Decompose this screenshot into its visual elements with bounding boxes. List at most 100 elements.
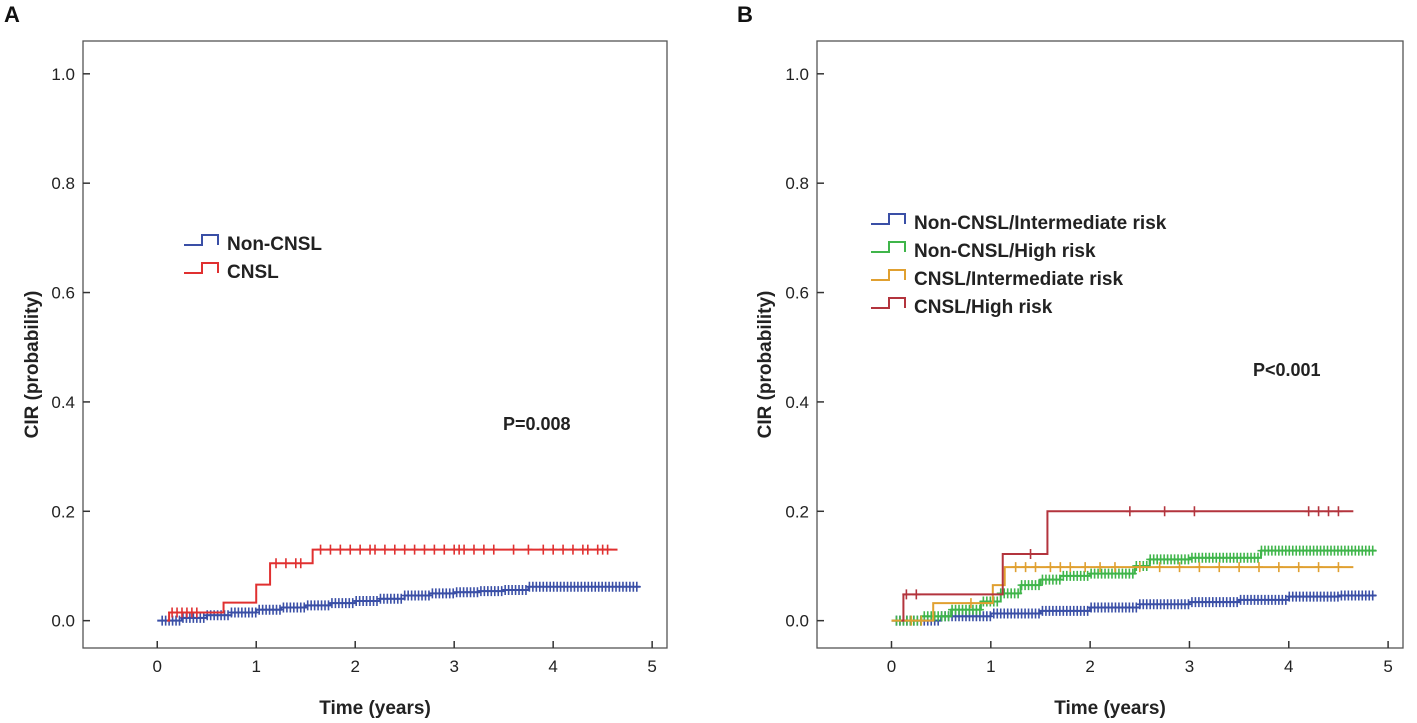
censor-mark	[1083, 570, 1092, 581]
x-tick-label: 1	[986, 657, 995, 676]
censor-mark	[1021, 562, 1030, 573]
x-tick-label: 4	[548, 657, 557, 676]
censor-mark	[1014, 588, 1023, 599]
censor-mark	[346, 544, 355, 555]
censor-mark	[632, 581, 641, 592]
censor-mark	[1215, 562, 1224, 573]
censor-mark	[371, 544, 379, 555]
censor-mark	[380, 544, 389, 555]
censor-mark	[1026, 548, 1035, 559]
series-cnsl-high-risk	[901, 506, 1354, 622]
censor-mark	[430, 544, 439, 555]
censor-mark	[1324, 506, 1333, 517]
panel-b: 0.0 0.2 0.4 0.6 0.8 1.0 0 1 2 3 4 5 Time (years) CIR …	[755, 40, 1404, 719]
legend-swatch	[871, 241, 906, 253]
censor-mark	[993, 596, 1002, 607]
series-cnsl-intermediate-risk	[891, 562, 1354, 626]
legend-label: Non-CNSL/High risk	[914, 241, 1096, 262]
censor-mark	[1314, 506, 1323, 517]
censor-mark	[1235, 562, 1244, 573]
y-tick-label: 0.4	[785, 393, 809, 412]
legend-label: Non-CNSL/Intermediate risk	[914, 213, 1167, 234]
legend-swatch	[184, 262, 219, 274]
censor-mark	[440, 544, 449, 555]
censor-mark	[1254, 562, 1263, 573]
censor-mark	[583, 544, 592, 555]
censor-mark	[1294, 562, 1303, 573]
censor-mark	[1175, 562, 1184, 573]
censor-mark	[1333, 591, 1342, 602]
legend-label: Non-CNSL	[227, 234, 322, 255]
censor-mark	[1096, 562, 1105, 573]
p-value: P=0.008	[503, 414, 571, 434]
censor-mark	[420, 544, 429, 555]
censor-mark	[1190, 506, 1199, 517]
x-tick-label: 2	[1085, 657, 1094, 676]
censor-mark	[944, 611, 953, 622]
series-non-cnsl-intermediate-risk	[891, 590, 1377, 626]
censor-mark	[1066, 562, 1075, 573]
censor-mark	[1184, 599, 1193, 610]
y-tick-label: 0.2	[51, 502, 75, 521]
censor-mark	[975, 604, 984, 615]
censor-mark	[1155, 562, 1164, 573]
censor-mark	[1125, 506, 1134, 517]
y-tick-label: 0.0	[785, 612, 809, 631]
censor-mark	[479, 544, 488, 555]
censor-mark	[272, 558, 281, 569]
censor-mark	[1195, 562, 1204, 573]
censor-mark	[539, 544, 548, 555]
censor-mark	[1368, 545, 1377, 556]
censor-mark	[460, 544, 469, 555]
censor-mark	[326, 544, 335, 555]
censor-mark	[356, 544, 365, 555]
censor-mark	[1314, 562, 1323, 573]
y-tick-label: 0.0	[51, 612, 75, 631]
x-tick-label: 0	[887, 657, 896, 676]
censor-mark	[1274, 562, 1283, 573]
censor-mark	[1160, 506, 1169, 517]
censor-mark	[1253, 552, 1262, 563]
panel-a-label: A	[4, 2, 20, 27]
censor-mark	[1334, 506, 1343, 517]
censor-mark	[1233, 597, 1242, 608]
censor-mark	[1056, 562, 1065, 573]
series-line	[891, 566, 1354, 622]
censor-mark	[469, 544, 478, 555]
censor-mark	[1304, 506, 1313, 517]
censor-mark	[489, 544, 498, 555]
censor-mark	[1031, 562, 1040, 573]
x-tick-label: 4	[1284, 657, 1293, 676]
legend-label: CNSL/Intermediate risk	[914, 269, 1123, 290]
censor-mark	[400, 544, 409, 555]
x-tick-label: 5	[1383, 657, 1392, 676]
panel-b-label: B	[737, 2, 753, 27]
censor-mark	[336, 544, 345, 555]
censor-mark	[1368, 590, 1377, 601]
plot-frame	[816, 40, 1404, 649]
censor-mark	[549, 544, 558, 555]
censor-mark	[1110, 562, 1119, 573]
y-tick-label: 0.6	[51, 284, 75, 303]
censor-mark	[296, 558, 305, 569]
y-tick-label: 0.4	[51, 393, 75, 412]
censor-mark	[1046, 562, 1055, 573]
y-tick-label: 0.8	[51, 174, 75, 193]
censor-mark	[966, 598, 975, 609]
censor-mark	[390, 544, 399, 555]
censor-mark	[917, 615, 926, 626]
legend-label: CNSL/High risk	[914, 297, 1053, 318]
y-axis-title: CIR (probability)	[22, 291, 43, 439]
legend-swatch	[871, 297, 906, 309]
censor-mark	[1011, 562, 1020, 573]
censor-mark	[1081, 562, 1090, 573]
censor-mark	[509, 544, 518, 555]
plot-frame	[82, 40, 668, 649]
series-non-cnsl	[157, 581, 641, 626]
p-value: P<0.001	[1253, 360, 1321, 380]
y-axis-title: CIR (probability)	[755, 291, 776, 439]
legend-label: CNSL	[227, 262, 279, 283]
censor-mark	[281, 558, 290, 569]
censor-mark	[1128, 568, 1137, 579]
